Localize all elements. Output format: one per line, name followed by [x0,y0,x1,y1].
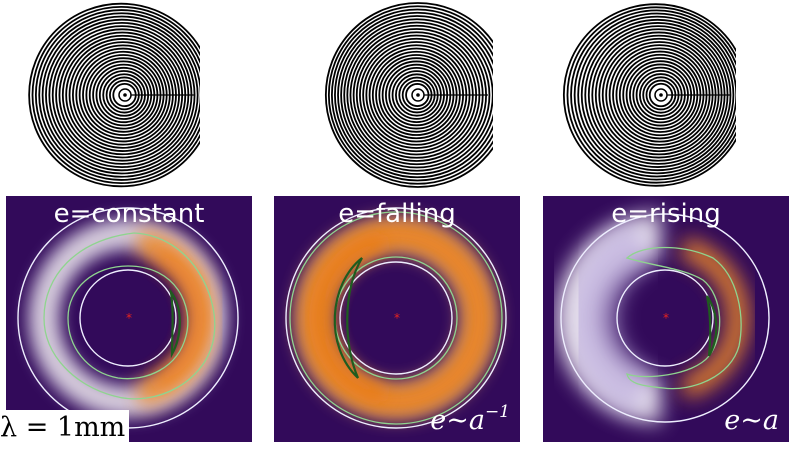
disk-image-constant: * [17,207,239,429]
orbit-ring [34,9,200,181]
orbit-ring [343,21,491,169]
orbit-ring [331,8,493,182]
formula-label: e∼a−1 [430,402,510,436]
panel-title: e=constant [53,199,205,229]
orbit-ring [570,9,736,181]
disk-panel-rising: * e=rising e∼a [543,196,789,442]
disk-panel-constant: * e=constant [6,196,252,442]
orbit-ring [562,3,736,187]
star-dot [123,93,127,97]
formula-label: e∼a [724,402,779,436]
wavelength-label: λ = 1mm [0,410,130,446]
orbit-ring [566,6,736,184]
star-dot [416,93,420,97]
formula-base: e∼a [724,405,779,436]
disk-panel-falling: * e=falling e∼a−1 [274,196,520,442]
disk-image-falling: * [285,207,507,429]
orbit-ring [580,18,735,172]
panel-title: e=rising [611,199,721,229]
disk-image-rising: * [556,213,770,423]
formula-base: e∼a [430,405,485,436]
formula-exponent: −1 [484,402,510,422]
orbit-ring [31,5,200,185]
orbit-diagram-rising [562,3,736,187]
orbit-ring [45,18,199,172]
orbit-ring [573,12,736,178]
orbit-ring [327,5,493,185]
orbit-ring [577,15,736,175]
svg-text:*: * [663,311,669,325]
orbit-ring [41,15,200,175]
svg-text:*: * [394,311,400,325]
orbit-ring [340,18,493,172]
orbit-ring [38,12,200,178]
orbit-ring [28,2,200,188]
orbit-diagram-falling [324,2,493,188]
orbit-ring [334,11,493,179]
orbit-diagram-constant [28,2,200,188]
svg-text:*: * [126,311,132,325]
star-dot [659,93,663,97]
panel-title: e=falling [338,199,456,229]
orbit-ring [337,15,493,175]
orbit-ring [324,2,493,188]
